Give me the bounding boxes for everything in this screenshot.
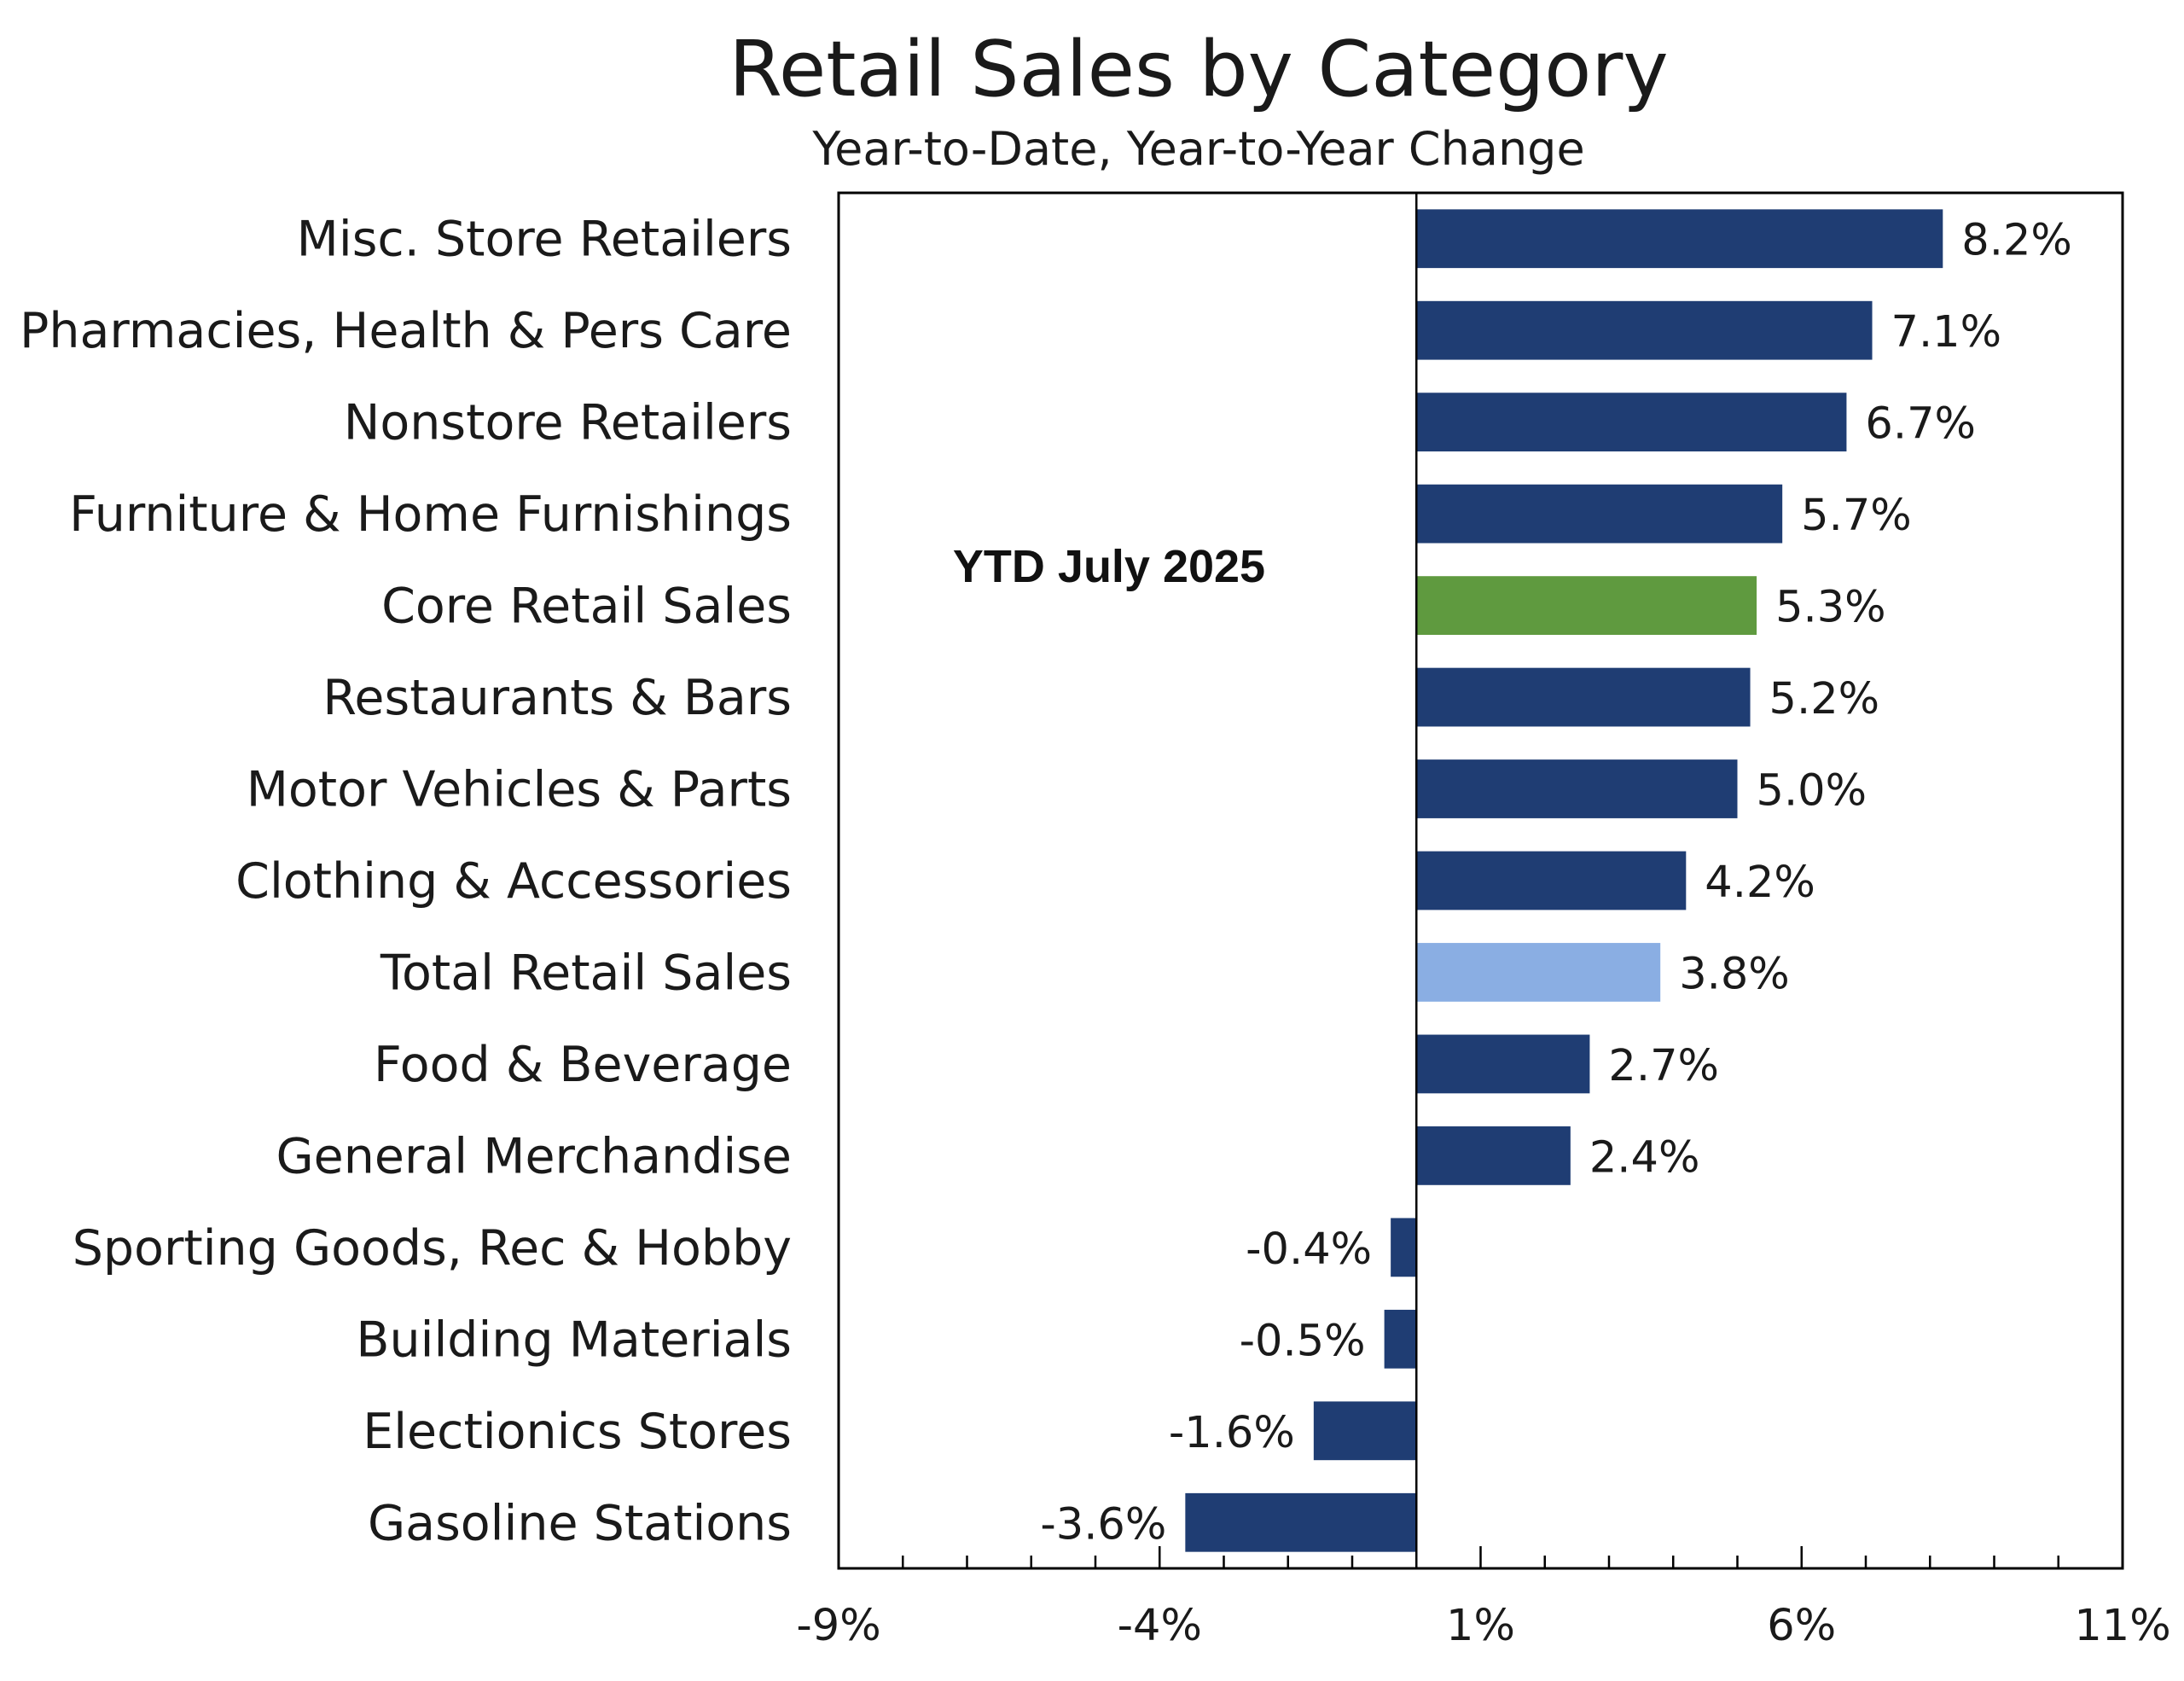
data-label: 3.8% bbox=[1679, 949, 1790, 999]
data-label: 2.4% bbox=[1589, 1132, 1700, 1183]
bar bbox=[1384, 1309, 1417, 1369]
bar bbox=[1416, 300, 1873, 360]
category-label: Core Retail Sales bbox=[381, 579, 792, 635]
chart-annotation: YTD July 2025 bbox=[953, 541, 1265, 592]
bar bbox=[1416, 1126, 1571, 1185]
bar bbox=[1416, 943, 1661, 1002]
data-label: 5.7% bbox=[1801, 491, 1912, 541]
data-label: -3.6% bbox=[1040, 1499, 1166, 1550]
bar bbox=[1313, 1401, 1417, 1461]
data-label: -1.6% bbox=[1169, 1408, 1295, 1458]
category-label: Clothing & Accessories bbox=[235, 853, 792, 910]
bar bbox=[1185, 1492, 1417, 1552]
bar bbox=[1416, 667, 1751, 727]
data-label: 6.7% bbox=[1865, 399, 1976, 450]
category-label: Pharmacies, Health & Pers Care bbox=[20, 303, 792, 359]
category-label: Sporting Goods, Rec & Hobby bbox=[73, 1220, 792, 1277]
x-tick-label: 6% bbox=[1767, 1601, 1836, 1651]
chart-subtitle: Year-to-Date, Year-to-Year Change bbox=[811, 122, 1584, 176]
data-label: -0.4% bbox=[1246, 1224, 1372, 1275]
category-label: Nonstore Retailers bbox=[344, 395, 792, 451]
bar bbox=[1416, 851, 1687, 910]
x-tick-label: 1% bbox=[1446, 1601, 1515, 1651]
bar bbox=[1416, 484, 1783, 544]
bar bbox=[1416, 393, 1847, 452]
data-label: -0.5% bbox=[1240, 1316, 1366, 1366]
x-axis bbox=[837, 1546, 2124, 1568]
category-label: Building Materials bbox=[356, 1312, 792, 1368]
data-label: 5.2% bbox=[1769, 674, 1880, 724]
bar bbox=[1416, 1034, 1590, 1094]
data-label: 8.2% bbox=[1961, 216, 2072, 266]
data-label: 5.3% bbox=[1775, 583, 1886, 633]
data-label: 5.0% bbox=[1757, 766, 1867, 817]
category-label: Gasoline Stations bbox=[368, 1495, 792, 1551]
bar bbox=[1416, 576, 1757, 635]
x-tick-label: -9% bbox=[796, 1601, 880, 1651]
bar bbox=[1416, 209, 1943, 269]
bars-layer bbox=[1185, 193, 1943, 1568]
category-label: Furniture & Home Furnishings bbox=[69, 486, 792, 543]
category-label: Misc. Store Retailers bbox=[297, 212, 792, 268]
chart-title: Retail Sales by Category bbox=[729, 25, 1668, 114]
x-tick-label: 11% bbox=[2074, 1601, 2170, 1651]
category-label: Total Retail Sales bbox=[380, 945, 792, 1001]
category-label: Food & Beverage bbox=[374, 1037, 792, 1093]
category-label: Electionics Stores bbox=[363, 1404, 792, 1460]
x-tick-label: -4% bbox=[1118, 1601, 1202, 1651]
data-label: 2.7% bbox=[1608, 1041, 1719, 1091]
data-label: 7.1% bbox=[1891, 307, 2002, 358]
bar bbox=[1391, 1218, 1417, 1277]
bar bbox=[1416, 759, 1738, 818]
category-label: Motor Vehicles & Parts bbox=[247, 762, 792, 818]
category-label: Restaurants & Bars bbox=[322, 670, 792, 726]
category-label: General Merchandise bbox=[276, 1128, 792, 1184]
data-label: 4.2% bbox=[1705, 858, 1815, 908]
